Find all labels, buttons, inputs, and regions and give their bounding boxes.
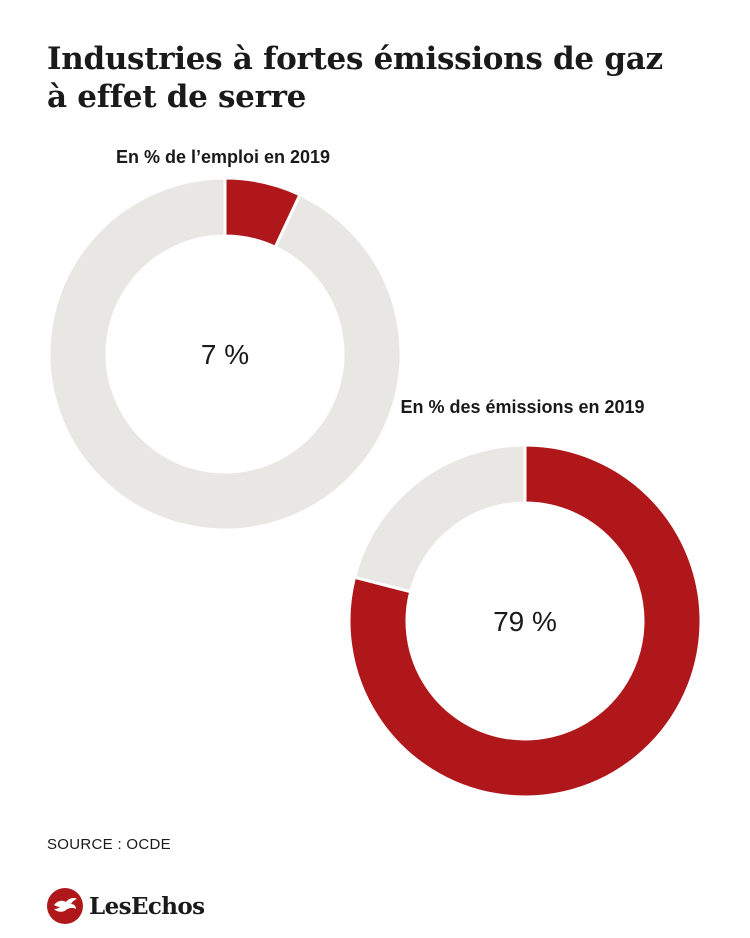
donut-1-center-label: 7 % bbox=[201, 339, 249, 370]
donut-2-center-label: 79 % bbox=[493, 606, 557, 637]
donut-slice-rest bbox=[352, 443, 527, 594]
donut-2-subtitle: En % des émissions en 2019 bbox=[400, 397, 645, 417]
les-echos-bird-icon bbox=[47, 888, 83, 924]
donut-chart-employment: 7 % bbox=[47, 176, 403, 532]
brand-name: LesEchos bbox=[89, 892, 205, 920]
donut-slice-highlight bbox=[347, 443, 703, 799]
donut-slice-rest bbox=[47, 176, 403, 532]
chart-title: Industries à fortes émissions de gaz à e… bbox=[47, 41, 663, 115]
donut-chart-emissions: 79 % bbox=[347, 443, 703, 799]
donut-1-subtitle: En % de l’emploi en 2019 bbox=[115, 147, 331, 167]
brand-logo: LesEchos bbox=[47, 886, 205, 926]
source-note: SOURCE : OCDE bbox=[47, 836, 171, 853]
